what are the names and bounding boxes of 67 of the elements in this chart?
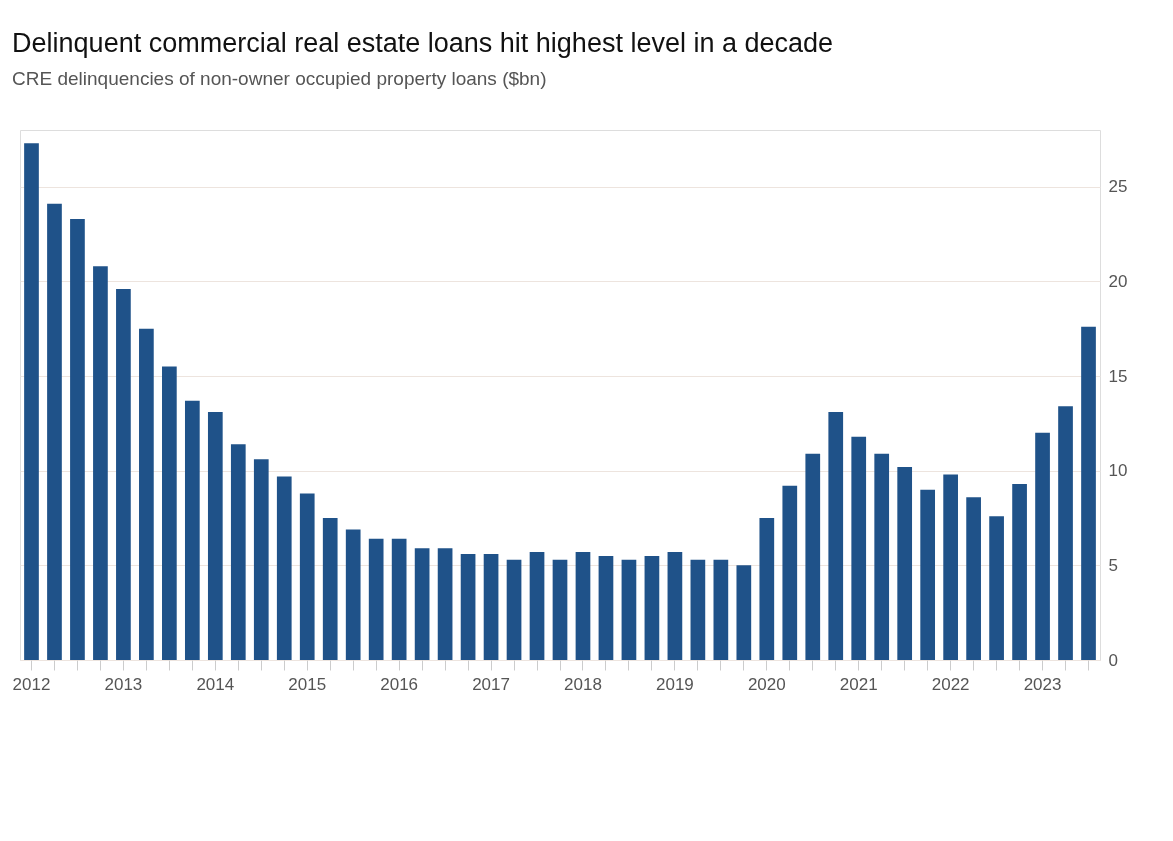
bar (851, 436, 867, 660)
x-tick-label: 2012 (12, 674, 51, 694)
y-tick-label: 5 (1108, 555, 1118, 575)
y-tick-label: 25 (1108, 177, 1128, 197)
bar (736, 565, 752, 660)
bar (552, 559, 568, 660)
bar (24, 143, 39, 660)
bar (621, 559, 637, 660)
bar (460, 554, 476, 660)
bar (667, 552, 683, 660)
bar (575, 552, 591, 660)
x-tick-label: 2023 (1023, 674, 1062, 694)
bar (897, 466, 913, 660)
x-tick-label: 2022 (931, 674, 970, 694)
bar (1012, 483, 1027, 660)
bar (1035, 432, 1050, 660)
bar (230, 444, 246, 660)
bar (47, 203, 62, 660)
bar (1081, 326, 1096, 660)
x-tick-label: 2020 (747, 674, 786, 694)
bar (162, 366, 177, 660)
bar (759, 518, 775, 660)
y-tick-label: 0 (1108, 650, 1118, 670)
bar (598, 555, 614, 660)
bar (644, 555, 660, 660)
bar (139, 328, 154, 660)
y-tick-label: 10 (1108, 461, 1128, 481)
bar (116, 289, 131, 660)
x-tick-label: 2021 (839, 674, 878, 694)
bar (437, 548, 453, 660)
bar (207, 412, 223, 660)
bar (253, 459, 269, 660)
chart-subtitle: CRE delinquencies of non-owner occupied property loans ($bn) (12, 68, 547, 89)
x-tick-label: 2019 (655, 674, 694, 694)
bar (713, 559, 729, 660)
bar (322, 518, 338, 660)
bar (483, 554, 499, 660)
bar (368, 538, 384, 660)
bar (299, 493, 315, 660)
y-tick-label: 20 (1108, 271, 1128, 291)
x-tick-label: 2016 (380, 674, 419, 694)
bar (93, 266, 108, 660)
x-tick-label: 2013 (104, 674, 143, 694)
bar (966, 497, 981, 660)
bar (184, 400, 200, 660)
chart-title: Delinquent commercial real estate loans hit highest level in a decade (12, 28, 834, 58)
bar (943, 474, 958, 660)
bar (506, 559, 522, 660)
bar (529, 552, 545, 660)
x-tick-label: 2018 (564, 674, 602, 694)
bar (1058, 406, 1073, 660)
x-tick-label: 2014 (196, 674, 235, 694)
x-tick-label: 2017 (472, 674, 510, 694)
bar (414, 548, 430, 660)
bar (805, 453, 821, 660)
x-tick-label: 2015 (288, 674, 327, 694)
bar (391, 538, 407, 660)
bar (70, 218, 85, 660)
bar (989, 516, 1004, 660)
bar (874, 453, 890, 660)
y-tick-label: 15 (1108, 366, 1128, 386)
bar (345, 529, 361, 660)
bar (690, 559, 706, 660)
bar (828, 412, 844, 660)
bar (782, 485, 798, 660)
bar (276, 476, 292, 660)
bar (920, 489, 936, 660)
